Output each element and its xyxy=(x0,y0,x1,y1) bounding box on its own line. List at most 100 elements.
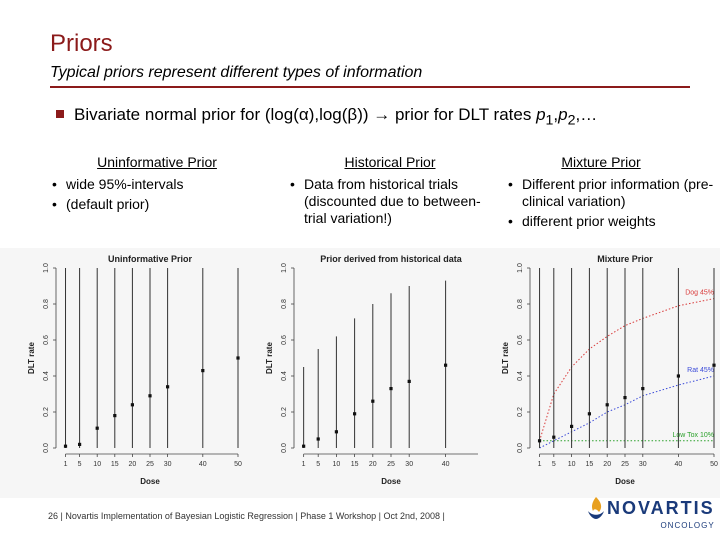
series-line xyxy=(539,375,715,449)
beta-symbol: β xyxy=(347,105,358,124)
column-bullet: different prior weights xyxy=(508,213,718,230)
main-bullet: Bivariate normal prior for (log(α),log(β… xyxy=(56,105,597,128)
bullet-after: )) xyxy=(357,105,374,124)
median-point xyxy=(407,379,411,383)
x-tick-label: 40 xyxy=(442,461,450,468)
y-tick-label: 1.0 xyxy=(281,263,288,273)
median-point xyxy=(389,387,393,391)
x-axis-label: Dose xyxy=(615,477,635,486)
y-tick-label: 0.6 xyxy=(43,335,50,345)
median-point xyxy=(130,403,134,407)
x-tick-label: 30 xyxy=(405,461,413,468)
column-heading: Mixture Prior xyxy=(561,154,641,170)
median-point xyxy=(113,414,117,418)
median-point xyxy=(605,403,609,407)
x-tick-label: 25 xyxy=(387,461,395,468)
column-heading: Uninformative Prior xyxy=(97,154,217,170)
x-tick-label: 15 xyxy=(111,461,119,468)
x-tick-label: 15 xyxy=(586,461,594,468)
p2-symbol: p xyxy=(558,105,568,124)
chart-historical: Prior derived from historical data 0.0 0.2… xyxy=(244,248,488,498)
y-tick-label: 0.2 xyxy=(517,407,524,417)
y-axis-label: DLT rate xyxy=(27,342,36,374)
median-point xyxy=(537,439,542,443)
median-point xyxy=(236,356,240,360)
x-tick-label: 20 xyxy=(129,461,137,468)
x-tick-label: 20 xyxy=(369,461,377,468)
footer-text: 26 | Novartis Implementation of Bayesian… xyxy=(48,511,445,521)
x-tick-label: 1 xyxy=(538,461,542,468)
bullet-rest: prior for DLT rates xyxy=(390,105,537,124)
title-divider xyxy=(50,86,690,88)
p2-subscript: 2 xyxy=(567,112,576,129)
x-tick-label: 50 xyxy=(710,461,718,468)
chart-title: Mixture Prior xyxy=(597,254,653,264)
bullet-ellipsis: ,… xyxy=(575,105,598,124)
series-label: Rat 45% xyxy=(687,367,714,374)
x-tick-label: 10 xyxy=(93,461,101,468)
column-historical: Historical Prior Data from historical tr… xyxy=(290,154,490,230)
y-tick-label: 0.0 xyxy=(281,443,288,453)
y-tick-label: 0.6 xyxy=(281,335,288,345)
slide-subtitle: Typical priors represent different types… xyxy=(50,64,423,81)
x-tick-label: 10 xyxy=(333,461,341,468)
median-point xyxy=(95,426,99,430)
median-point xyxy=(623,396,627,400)
p1-symbol: p xyxy=(536,105,546,124)
x-tick-label: 30 xyxy=(164,461,172,468)
y-tick-label: 0.2 xyxy=(281,407,288,417)
median-point xyxy=(316,437,320,441)
chart-svg: Prior derived from historical data 0.0 0.2… xyxy=(265,254,486,486)
x-tick-label: 1 xyxy=(302,461,306,468)
x-tick-label: 40 xyxy=(199,461,207,468)
median-point xyxy=(444,363,448,367)
bullet-mid: ),log( xyxy=(308,105,348,124)
median-point xyxy=(78,442,82,446)
median-point xyxy=(552,435,556,439)
chart-uninformative: Uninformative Prior 0.0 0.2 0.4 0.6 0.8 1.0 DLT… xyxy=(0,248,244,498)
column-uninformative: Uninformative Prior wide 95%-intervals (… xyxy=(52,154,262,216)
median-point xyxy=(371,399,375,403)
y-tick-label: 0.2 xyxy=(43,407,50,417)
y-axis-label: DLT rate xyxy=(501,342,510,374)
logo-wordmark: NOVARTIS xyxy=(607,497,715,518)
x-tick-label: 25 xyxy=(146,461,154,468)
median-point xyxy=(587,412,591,416)
slide-title: Priors xyxy=(50,30,113,57)
median-point xyxy=(166,385,170,389)
column-bullet: Different prior information (pre-clinica… xyxy=(508,176,718,210)
x-axis-label: Dose xyxy=(140,477,160,486)
median-point xyxy=(712,363,716,367)
p1-subscript: 1 xyxy=(545,112,554,129)
column-bullet: Data from historical trials (discounted … xyxy=(290,176,490,227)
y-tick-label: 0.8 xyxy=(517,299,524,309)
x-tick-label: 5 xyxy=(78,461,82,468)
y-tick-label: 1.0 xyxy=(517,263,524,273)
x-axis-label: Dose xyxy=(381,477,401,486)
x-tick-label: 1 xyxy=(64,461,68,468)
series-label: Low Tox 10% xyxy=(672,432,714,439)
x-tick-label: 40 xyxy=(675,461,683,468)
x-tick-label: 30 xyxy=(639,461,647,468)
median-point xyxy=(570,424,574,428)
x-tick-label: 5 xyxy=(552,461,556,468)
novartis-flame-icon xyxy=(588,497,604,519)
median-point xyxy=(334,430,338,434)
bullet-comma: , xyxy=(553,105,559,124)
bullet-prefix: Bivariate normal prior for (log( xyxy=(74,105,299,124)
y-tick-label: 0.6 xyxy=(517,335,524,345)
median-point xyxy=(676,374,680,378)
x-tick-label: 5 xyxy=(316,461,320,468)
series-label: Dog 45% xyxy=(685,290,714,297)
column-bullet: wide 95%-intervals xyxy=(52,176,262,193)
x-tick-label: 50 xyxy=(234,461,242,468)
x-tick-label: 15 xyxy=(351,461,359,468)
y-tick-label: 0.4 xyxy=(43,371,50,381)
chart-title: Prior derived from historical data xyxy=(320,254,463,264)
median-point xyxy=(63,444,68,448)
chart-svg: Mixture Prior 0.0 0.2 0.4 0.6 0.8 1.0 DLT rate 1… xyxy=(501,254,718,486)
column-bullet: (default prior) xyxy=(52,196,262,213)
x-tick-label: 10 xyxy=(568,461,576,468)
x-tick-label: 25 xyxy=(621,461,629,468)
column-mixture: Mixture Prior Different prior informatio… xyxy=(508,154,718,233)
